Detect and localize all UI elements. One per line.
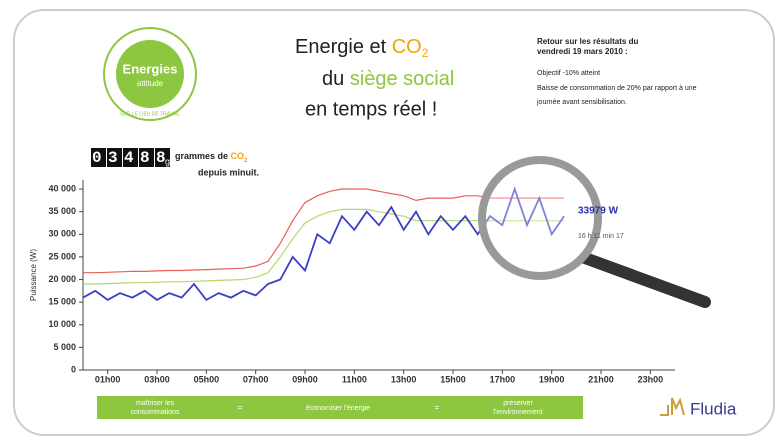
logo-name: Energies [123, 61, 178, 76]
footer-text: consommations [130, 409, 180, 416]
x-tick-label: 01h00 [95, 374, 121, 384]
y-tick-label: 0 [71, 364, 76, 374]
x-tick-label: 13h00 [391, 374, 417, 384]
counter-co: CO [231, 151, 245, 161]
footer-eq: = [238, 403, 243, 412]
x-tick-label: 07h00 [243, 374, 269, 384]
logo-sub: attitude [137, 79, 164, 88]
footer-text: l'environnement [493, 409, 542, 416]
title-sub: 2 [422, 46, 429, 60]
footer-text: préserver [503, 400, 533, 407]
title-text: Energie et [295, 36, 392, 58]
y-axis-label: Puissance (W) [29, 249, 38, 301]
logo-ring-text: SUR LE LIEU DE TRAVAIL [120, 111, 181, 117]
x-tick-label: 19h00 [539, 374, 565, 384]
info-text: Baisse de consommation de 20% par rappor… [537, 85, 697, 92]
footer-eq: = [435, 403, 440, 412]
y-tick-label: 25 000 [48, 251, 76, 261]
x-tick-label: 11h00 [342, 374, 367, 384]
y-tick-label: 15 000 [48, 297, 76, 307]
y-tick-label: 30 000 [48, 229, 76, 239]
brand-name: Fludia [690, 399, 737, 418]
y-tick-label: 5 000 [53, 342, 76, 352]
counter-unit: g [165, 156, 170, 166]
y-tick-label: 20 000 [48, 274, 76, 284]
info-text: journée avant sensibilisation. [536, 99, 627, 106]
y-tick-label: 35 000 [48, 206, 76, 216]
info-title: vendredi 19 mars 2010 : [537, 47, 628, 56]
footer-text: économiser l'énergie [306, 405, 370, 412]
counter-text: depuis minuit. [198, 167, 259, 177]
counter-label: grammes de [175, 151, 231, 161]
title-co: CO [392, 36, 422, 58]
x-tick-label: 15h00 [440, 374, 466, 384]
y-tick-label: 40 000 [48, 183, 76, 193]
title-text: du [322, 68, 350, 90]
title-green: siège social [350, 68, 455, 90]
info-title: Retour sur les résultats du [537, 37, 638, 46]
current-time: 16 h 11 min 17 [578, 233, 624, 240]
info-text: Objectif -10% atteint [537, 70, 600, 77]
x-tick-label: 23h00 [638, 374, 664, 384]
title-line3: en temps réel ! [305, 98, 437, 120]
logo: Energies attitude SUR LE LIEU DE TRAVAIL [104, 28, 196, 120]
x-tick-label: 03h00 [144, 374, 170, 384]
x-tick-label: 17h00 [490, 374, 516, 384]
current-value: 33979 W [578, 206, 619, 217]
title-line1: Energie et CO2 [295, 36, 429, 60]
y-tick-label: 10 000 [48, 319, 76, 329]
x-tick-label: 21h00 [588, 374, 614, 384]
footer-text: maîtriser les [136, 400, 175, 407]
magnifier-lens [482, 160, 598, 276]
dashboard: Energies attitude SUR LE LIEU DE TRAVAIL… [0, 0, 783, 441]
x-tick-label: 09h00 [292, 374, 318, 384]
counter-digits: 03488 [92, 149, 172, 167]
title-line2: du siège social [322, 68, 454, 90]
x-tick-label: 05h00 [194, 374, 220, 384]
footer-bar: maîtriser les consommations = économiser… [97, 396, 583, 419]
